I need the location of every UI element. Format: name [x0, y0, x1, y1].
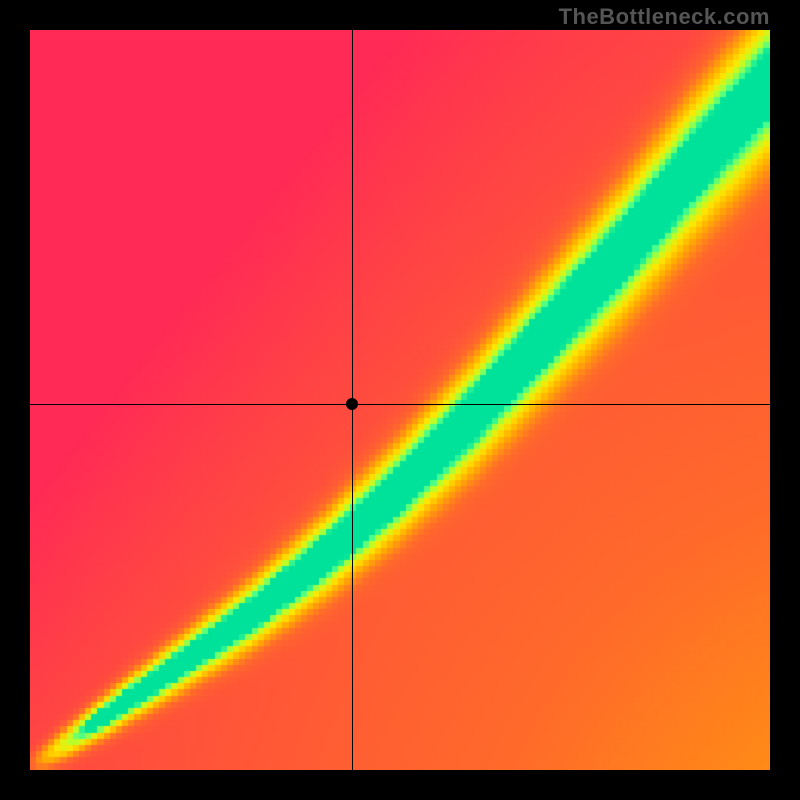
crosshair-horizontal: [30, 404, 770, 405]
heatmap-plot: [30, 30, 770, 770]
heatmap-canvas: [30, 30, 770, 770]
crosshair-marker[interactable]: [346, 398, 358, 410]
watermark-text: TheBottleneck.com: [559, 4, 770, 30]
